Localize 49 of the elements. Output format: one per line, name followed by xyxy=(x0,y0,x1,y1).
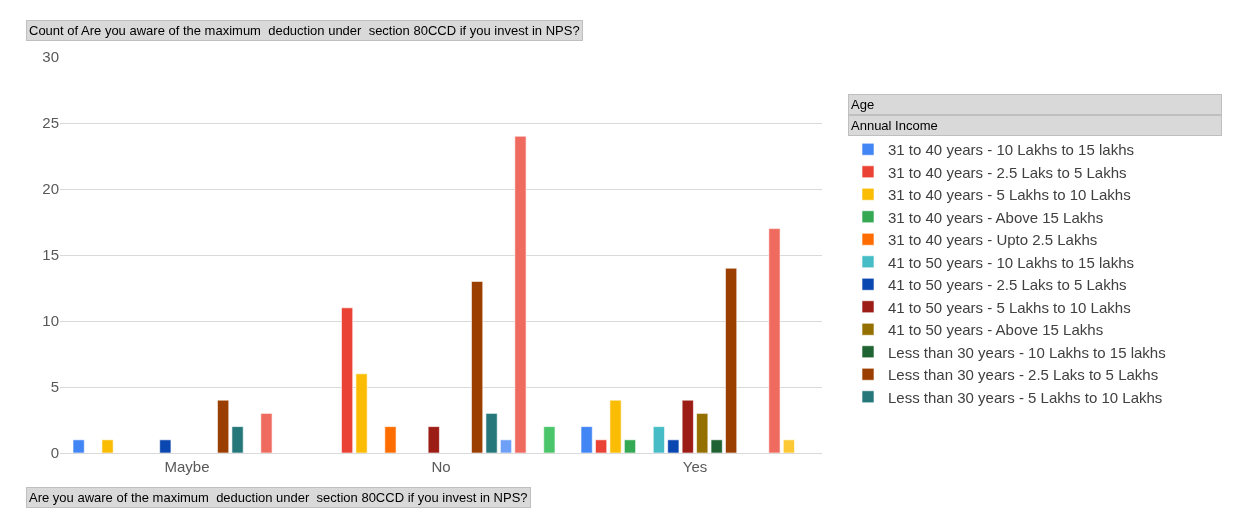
legend-label: 41 to 50 years - 10 Lakhs to 15 lakhs xyxy=(888,253,1134,271)
y-tick-label: 20 xyxy=(42,180,59,198)
bar xyxy=(340,307,354,453)
y-tick-label: 25 xyxy=(42,114,59,132)
y-tick-label: 0 xyxy=(50,444,59,462)
legend-label: 31 to 40 years - 10 Lakhs to 15 lakhs xyxy=(888,141,1134,159)
chart-title: Count of Are you aware of the maximum deduction under section 80CCD if you invest in NPS? xyxy=(29,23,580,38)
bar xyxy=(782,439,796,453)
x-tick-label: No xyxy=(431,458,451,475)
bar xyxy=(768,228,781,453)
bar xyxy=(355,373,368,453)
bar xyxy=(216,399,230,453)
bar xyxy=(514,135,527,453)
bar xyxy=(470,280,484,453)
text: Annual Income xyxy=(851,118,938,133)
bar xyxy=(384,426,397,453)
y-tick-label: 5 xyxy=(50,378,59,396)
bar xyxy=(609,399,622,453)
legend-label: 41 to 50 years - 5 Lakhs to 10 Lakhs xyxy=(888,298,1131,316)
x-tick-label: Yes xyxy=(682,458,708,475)
legend-label: 31 to 40 years - 2.5 Laks to 5 Lakhs xyxy=(888,163,1127,181)
bar xyxy=(231,426,244,453)
bar xyxy=(580,426,593,453)
legend-title: Age xyxy=(851,97,875,112)
bar xyxy=(72,439,85,453)
legend-label: 31 to 40 years - 5 Lakhs to 10 Lakhs xyxy=(888,186,1131,204)
y-tick-label: 15 xyxy=(42,246,59,264)
legend-label: Less than 30 years - 10 Lakhs to 15 lakhs xyxy=(888,343,1166,361)
bar xyxy=(101,439,114,453)
y-tick-label: 30 xyxy=(42,48,59,66)
bar xyxy=(623,439,637,453)
bar xyxy=(724,267,738,453)
legend-label: 31 to 40 years - Upto 2.5 Lakhs xyxy=(888,231,1098,249)
bar xyxy=(485,412,498,453)
bar xyxy=(159,439,172,453)
bar xyxy=(594,439,608,453)
bar xyxy=(427,426,440,453)
x-axis-title: Are you aware of the maximum deduction under section 80CCD if you invest in NPS? xyxy=(29,490,528,505)
bar xyxy=(499,439,513,453)
legend-label: Less than 30 years - 2.5 Laks to 5 Lakhs xyxy=(888,366,1159,384)
legend-label: Less than 30 years - 5 Lakhs to 10 Lakhs xyxy=(888,388,1163,406)
legend-label: 41 to 50 years - 2.5 Laks to 5 Lakhs xyxy=(888,276,1127,294)
legend-label: 31 to 40 years - Above 15 Lakhs xyxy=(888,208,1104,226)
bar xyxy=(543,426,556,453)
bar xyxy=(260,412,273,453)
bar xyxy=(652,426,666,453)
legend-label: 41 to 50 years - Above 15 Lakhs xyxy=(888,321,1104,339)
x-tick-label: Maybe xyxy=(164,458,210,475)
y-tick-label: 10 xyxy=(42,312,59,330)
